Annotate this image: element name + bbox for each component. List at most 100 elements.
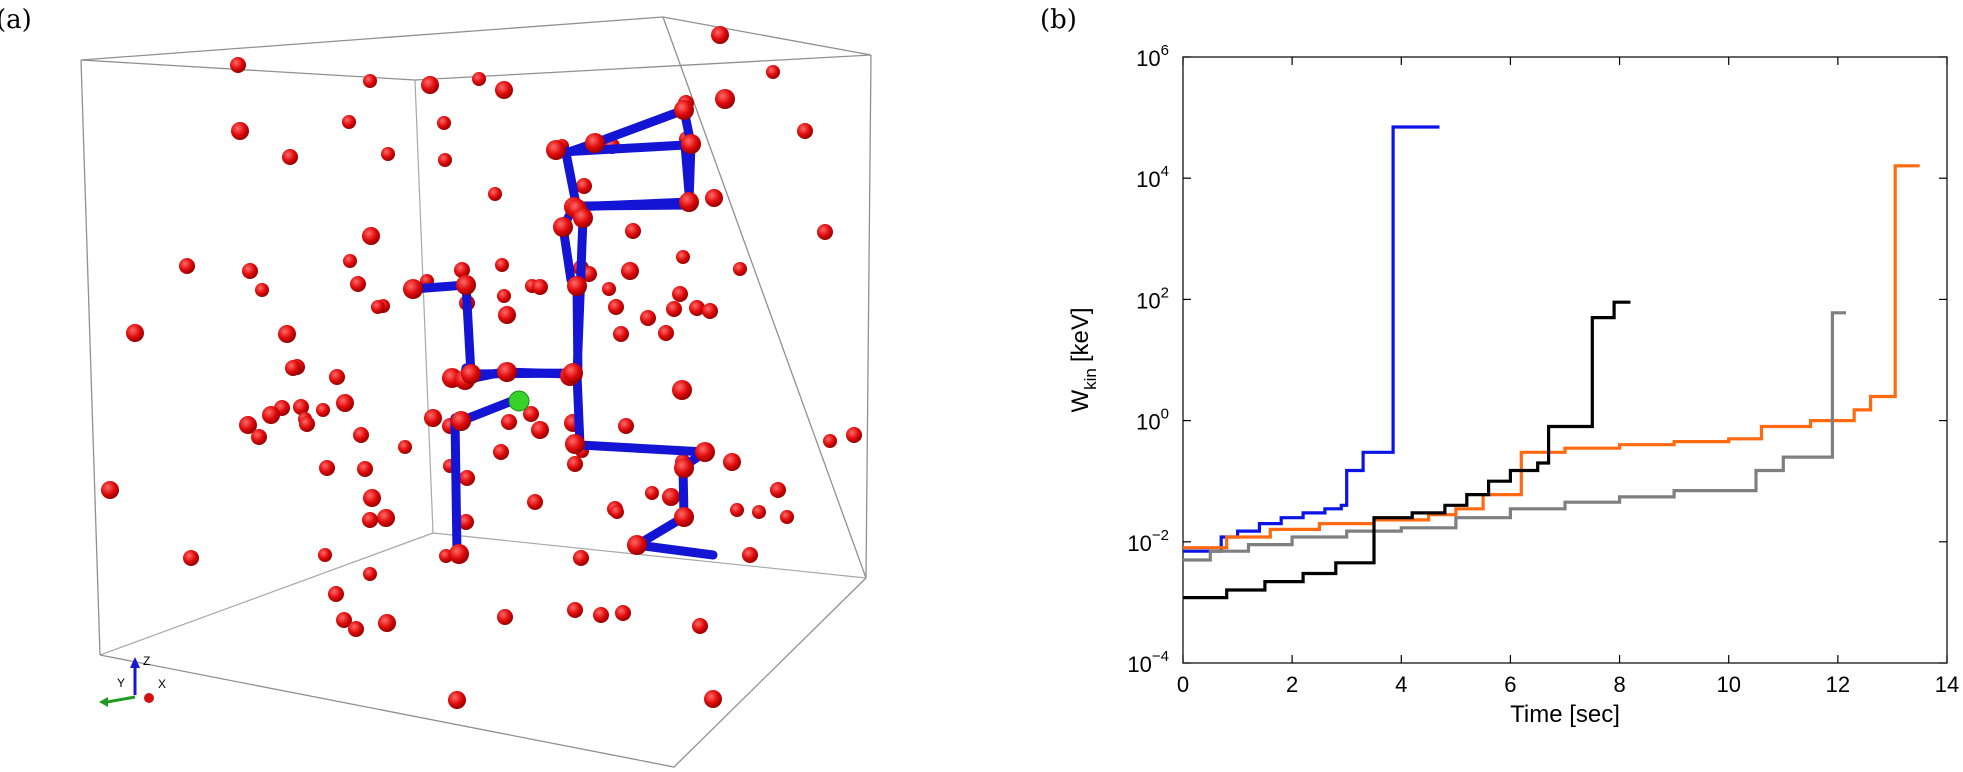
particle-sphere xyxy=(328,586,344,602)
particle-sphere xyxy=(377,509,395,527)
z-axis-label: Z xyxy=(143,654,150,668)
particle-sphere xyxy=(378,614,396,632)
trajectory-node xyxy=(546,140,566,160)
particle-sphere xyxy=(567,456,583,472)
particle-sphere xyxy=(251,429,267,445)
trajectory-node xyxy=(451,411,471,431)
particle-sphere xyxy=(497,289,511,303)
y-tick-label: 100 xyxy=(1136,406,1169,435)
particle-sphere xyxy=(353,427,369,443)
particle-sphere xyxy=(692,618,708,634)
particle-sphere xyxy=(576,178,592,194)
y-axis-title-unit: [keV] xyxy=(1067,307,1094,362)
trajectory-segment xyxy=(556,140,695,211)
x-tick-label: 6 xyxy=(1504,672,1516,697)
particle-sphere xyxy=(363,74,377,88)
x-axis-label: X xyxy=(158,677,166,691)
panel-a-label: (a) xyxy=(0,5,32,35)
particle-sphere xyxy=(498,306,516,324)
y-tick-label: 102 xyxy=(1136,284,1169,313)
plot-area-frame xyxy=(1182,56,1948,664)
particle-sphere xyxy=(183,550,199,566)
particle-sphere xyxy=(672,380,692,400)
particle-sphere xyxy=(362,227,380,245)
particle-sphere xyxy=(495,258,509,272)
particle-sphere xyxy=(454,262,470,278)
particle-sphere xyxy=(318,548,332,562)
particle-sphere xyxy=(817,224,833,240)
bounding-box-back-edges xyxy=(99,79,867,656)
y-tick-label: 10−2 xyxy=(1127,527,1169,556)
particle-sphere xyxy=(531,421,549,439)
particle-sphere xyxy=(299,416,315,432)
particle-sphere xyxy=(742,547,758,563)
particle-sphere xyxy=(645,486,659,500)
particle-sphere xyxy=(336,394,354,412)
particle-sphere xyxy=(640,310,656,326)
x-tick-label: 14 xyxy=(1935,672,1959,697)
particle-spheres xyxy=(101,26,862,709)
x-tick-label: 0 xyxy=(1177,672,1189,697)
particle-sphere xyxy=(363,567,377,581)
trajectory-node xyxy=(674,100,694,120)
particle-sphere xyxy=(231,122,249,140)
particle-sphere xyxy=(371,300,385,314)
particle-sphere xyxy=(362,512,378,528)
particle-sphere xyxy=(242,263,258,279)
x-tick-label: 12 xyxy=(1826,672,1850,697)
trajectory-node xyxy=(553,217,573,237)
y-axis-title-main: W xyxy=(1067,390,1094,413)
particle-sphere xyxy=(421,76,439,94)
particle-sphere xyxy=(797,123,813,139)
particle-sphere xyxy=(316,403,330,417)
particle-sphere xyxy=(752,505,766,519)
particle-sphere xyxy=(437,116,451,130)
particle-sphere xyxy=(458,514,474,530)
particle-sphere xyxy=(780,510,794,524)
particle-sphere xyxy=(438,153,452,167)
x-axis-title: Time [sec] xyxy=(1510,701,1620,728)
particle-sphere xyxy=(357,461,373,477)
trajectory-node xyxy=(681,134,701,154)
particle-sphere xyxy=(363,489,381,507)
particle-sphere xyxy=(704,690,722,708)
y-axis-ticks: 10−4 10−2 100 102 104 106 xyxy=(1127,42,1947,677)
trajectory-node xyxy=(403,279,423,299)
x-tick-label: 10 xyxy=(1716,672,1740,697)
y-axis-arrow xyxy=(106,695,136,704)
trajectory-node xyxy=(567,276,587,296)
particle-sphere xyxy=(730,503,744,517)
particle-sphere xyxy=(593,607,609,623)
y-tick-label: 106 xyxy=(1136,42,1169,71)
particle-sphere xyxy=(179,258,195,274)
y-axis-title-sub: kin xyxy=(1081,368,1100,390)
particle-sphere xyxy=(488,187,502,201)
trajectory-node xyxy=(585,133,605,153)
particle-sphere xyxy=(497,609,513,625)
trajectory-node xyxy=(563,363,583,383)
trajectory-node xyxy=(627,535,647,555)
particle-sphere xyxy=(615,605,631,621)
trajectory-node xyxy=(565,434,585,454)
trajectory-node xyxy=(674,458,694,478)
particle-sphere xyxy=(523,406,539,422)
particle-sphere xyxy=(658,325,674,341)
particle-sphere xyxy=(846,427,862,443)
particle-sphere xyxy=(472,72,486,86)
particle-trajectory-path xyxy=(403,100,718,564)
panel-a-3d-scene: Z Y X xyxy=(80,16,872,768)
trajectory-node xyxy=(461,364,481,384)
particle-sphere xyxy=(329,369,345,385)
particle-sphere xyxy=(666,301,682,317)
particle-sphere xyxy=(823,434,837,448)
particle-sphere xyxy=(672,286,688,302)
y-axis-title: Wkin [keV] xyxy=(1067,307,1100,412)
particle-sphere xyxy=(608,299,624,315)
particle-sphere xyxy=(495,81,513,99)
particle-sphere xyxy=(770,482,786,498)
particle-sphere xyxy=(448,691,466,709)
series-line-gray xyxy=(1183,311,1846,562)
particle-sphere xyxy=(618,418,634,434)
y-tick-label: 104 xyxy=(1136,163,1169,192)
trajectory-node xyxy=(497,362,517,382)
